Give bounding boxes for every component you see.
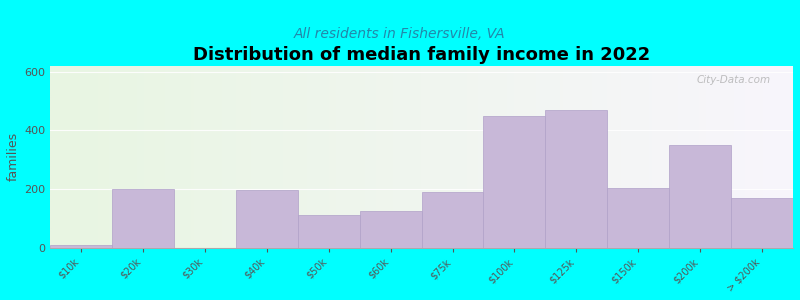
Text: City-Data.com: City-Data.com — [697, 75, 770, 85]
Bar — [607, 188, 670, 248]
Bar — [50, 245, 112, 247]
Bar — [298, 215, 360, 247]
Text: All residents in Fishersville, VA: All residents in Fishersville, VA — [294, 27, 506, 41]
Bar — [731, 198, 793, 248]
Bar — [483, 116, 546, 248]
Bar — [360, 211, 422, 247]
Bar — [236, 190, 298, 248]
Bar — [546, 110, 607, 248]
Bar — [670, 145, 731, 248]
Title: Distribution of median family income in 2022: Distribution of median family income in … — [193, 46, 650, 64]
Bar — [422, 192, 483, 248]
Y-axis label: families: families — [7, 132, 20, 182]
Bar — [112, 189, 174, 248]
